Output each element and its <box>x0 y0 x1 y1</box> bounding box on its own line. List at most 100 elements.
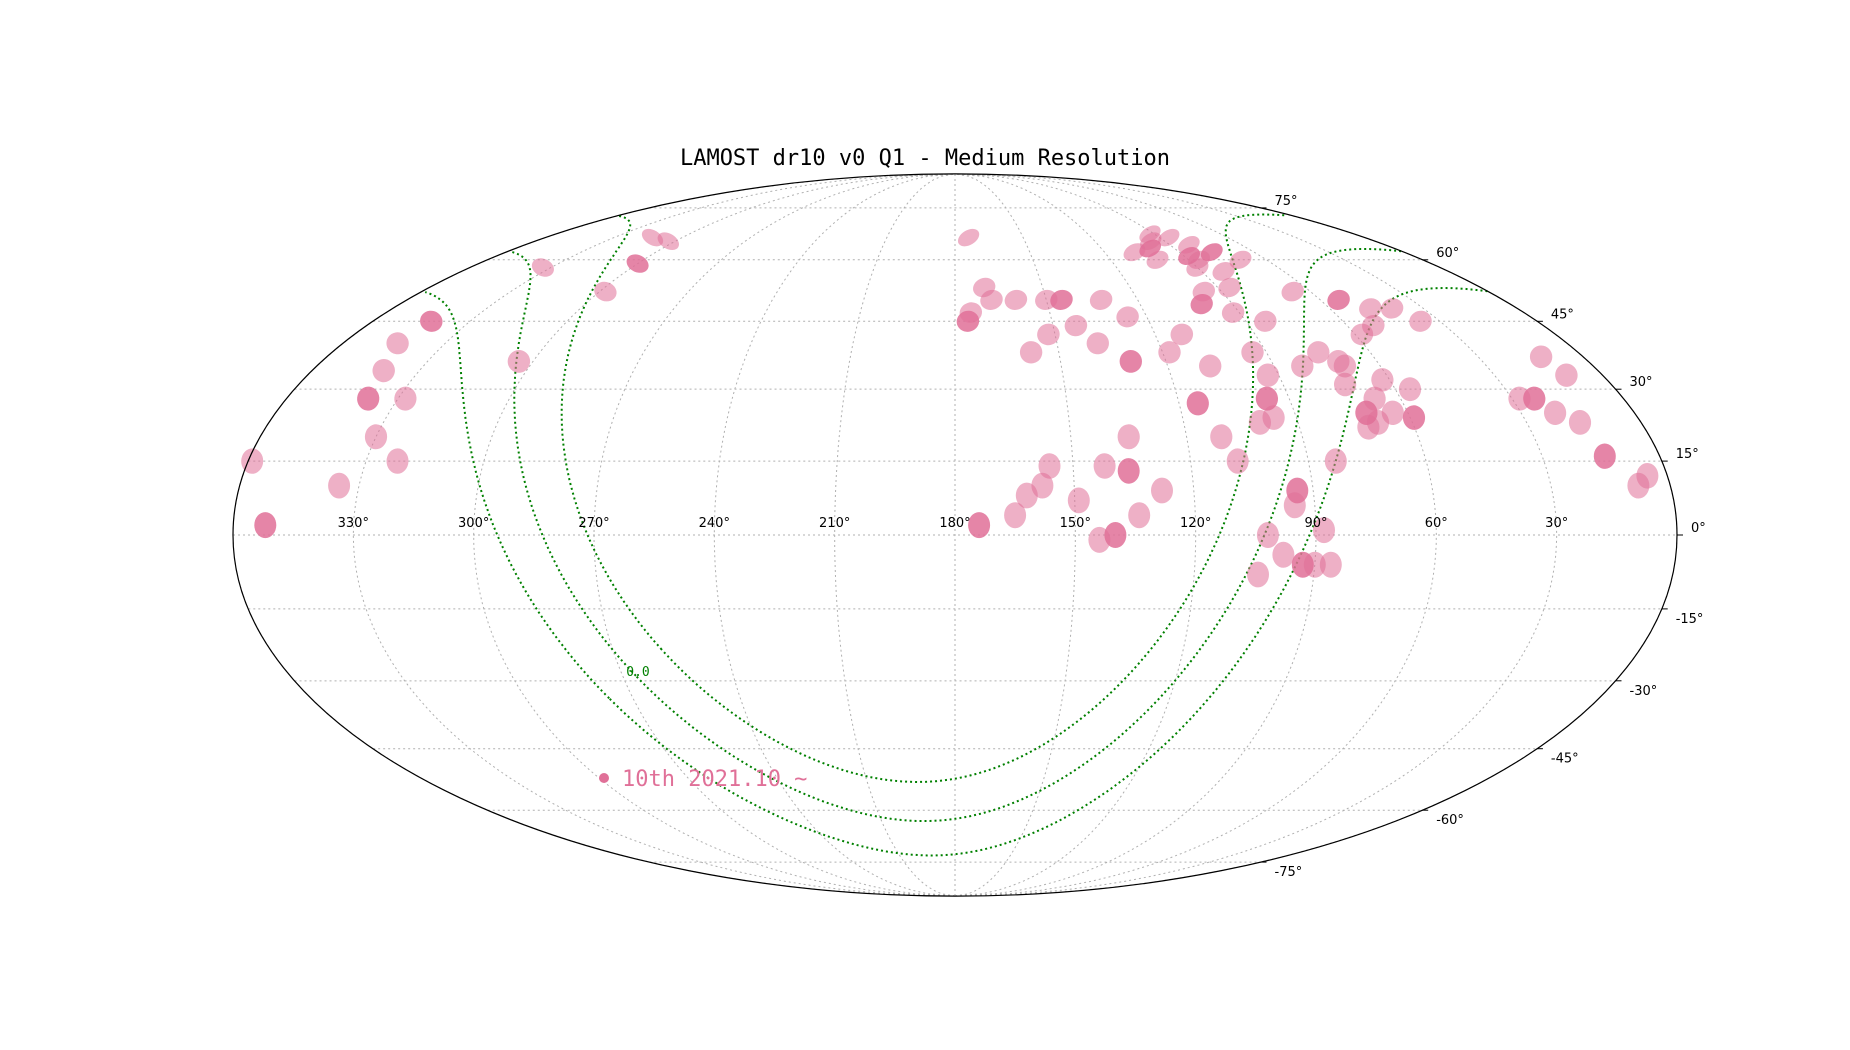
survey-field-marker <box>1319 551 1342 578</box>
survey-field-marker <box>1359 298 1382 319</box>
latitude-tick-label: 45° <box>1551 307 1574 322</box>
survey-field-marker <box>1170 323 1194 346</box>
survey-field-marker <box>1281 281 1304 302</box>
longitude-tick-label: 300° <box>458 516 489 531</box>
survey-field-marker <box>1158 341 1181 364</box>
survey-field-marker <box>386 332 409 355</box>
survey-field-marker <box>1362 314 1385 337</box>
survey-field-marker <box>1307 341 1330 364</box>
survey-field-marker <box>1363 386 1386 411</box>
survey-field-marker <box>1283 492 1306 519</box>
survey-field-marker <box>1380 298 1404 319</box>
survey-field-marker <box>1088 526 1111 553</box>
survey-field-marker <box>1272 541 1295 568</box>
galactic-plane-label: 0.0 <box>626 665 649 680</box>
survey-field-marker <box>1333 354 1357 378</box>
survey-field-marker <box>957 228 980 247</box>
survey-field-marker <box>1241 341 1264 364</box>
latitude-tick-label: -45° <box>1551 752 1579 767</box>
longitude-gridline <box>954 173 1197 897</box>
longitude-gridline <box>954 173 1076 897</box>
survey-field-marker <box>1089 289 1113 310</box>
survey-field-marker <box>386 448 409 474</box>
longitude-gridline <box>834 173 956 897</box>
survey-field-marker <box>1037 323 1060 346</box>
survey-field-marker <box>1150 477 1174 504</box>
survey-field-marker <box>1004 289 1028 310</box>
longitude-tick-label: 240° <box>699 516 730 531</box>
galactic-latitude-0-line <box>511 248 1402 822</box>
legend-label: 10th 2021.10 ~ <box>622 767 807 792</box>
survey-field-marker <box>372 359 395 383</box>
survey-field-marker <box>1555 363 1578 387</box>
survey-field-marker <box>1210 424 1233 450</box>
longitude-tick-label: 270° <box>578 516 609 531</box>
survey-field-marker <box>394 386 417 411</box>
longitude-tick-label: 150° <box>1060 516 1091 531</box>
survey-field-marker <box>1139 225 1161 243</box>
longitude-tick-label: 210° <box>819 516 850 531</box>
survey-field-marker <box>594 281 617 302</box>
survey-field-marker <box>1038 453 1061 479</box>
legend-marker <box>599 773 609 783</box>
survey-field-marker <box>1313 517 1335 544</box>
latitude-tick-label: -75° <box>1275 865 1303 880</box>
survey-field-marker <box>1529 345 1553 369</box>
longitude-tick-label: 180° <box>939 516 970 531</box>
survey-field-marker <box>1117 458 1140 484</box>
survey-field-marker <box>1291 354 1314 378</box>
latitude-tick-label: 30° <box>1630 375 1653 390</box>
survey-field-marker <box>1568 410 1592 435</box>
survey-fields <box>241 225 1659 588</box>
survey-field-marker <box>507 350 531 373</box>
survey-field-marker <box>1086 332 1109 355</box>
survey-field-marker <box>420 310 443 332</box>
survey-field-marker <box>241 448 264 474</box>
survey-field-marker <box>1019 341 1043 364</box>
chart-title: LAMOST dr10 v0 Q1 - Medium Resolution <box>680 146 1170 171</box>
survey-field-marker <box>1371 368 1394 392</box>
legend: 10th 2021.10 ~ <box>599 767 807 792</box>
survey-field-marker <box>1593 443 1616 469</box>
longitude-tick-label: 60° <box>1425 516 1448 531</box>
survey-field-marker <box>1212 262 1235 281</box>
galactic-latitude-10-line <box>560 213 1285 784</box>
survey-field-marker <box>1221 302 1245 323</box>
survey-field-marker <box>1004 502 1027 529</box>
survey-field-marker <box>1190 293 1213 315</box>
survey-field-marker <box>1218 277 1241 298</box>
survey-field-marker <box>1050 289 1073 310</box>
longitude-gridline <box>713 173 956 897</box>
survey-field-marker <box>641 228 664 247</box>
survey-field-marker <box>1398 377 1422 402</box>
survey-field-marker <box>1015 482 1038 509</box>
survey-field-marker <box>1128 502 1151 529</box>
survey-field-marker <box>1246 561 1270 588</box>
latitude-tick-labels: 75° 60° 45° 30° 15° 0° -15° -30° -45° -60° -75° <box>1260 194 1706 880</box>
survey-field-marker <box>1248 410 1272 435</box>
survey-field-marker <box>1402 405 1426 430</box>
survey-field-marker <box>1523 386 1546 411</box>
survey-field-marker <box>328 472 351 499</box>
latitude-tick-label: 15° <box>1676 447 1699 462</box>
survey-field-marker <box>626 254 649 273</box>
longitude-tick-label: 90° <box>1304 516 1327 531</box>
longitude-tick-label: 30° <box>1545 516 1568 531</box>
survey-field-marker <box>1324 448 1347 474</box>
graticule <box>232 173 1678 897</box>
survey-field-marker <box>1117 424 1140 450</box>
survey-field-marker <box>1543 400 1567 425</box>
survey-field-marker <box>1255 386 1279 411</box>
survey-field-marker <box>357 386 380 411</box>
latitude-tick-label: -30° <box>1630 684 1658 699</box>
survey-field-marker <box>1064 314 1088 337</box>
survey-field-marker <box>1357 414 1380 440</box>
survey-field-marker <box>657 232 680 250</box>
survey-field-marker <box>1226 448 1249 474</box>
survey-field-marker <box>980 289 1003 310</box>
survey-field-marker <box>956 310 980 332</box>
survey-field-marker <box>1627 472 1650 499</box>
latitude-tick-label: -15° <box>1676 612 1704 627</box>
survey-field-marker <box>1229 250 1252 269</box>
